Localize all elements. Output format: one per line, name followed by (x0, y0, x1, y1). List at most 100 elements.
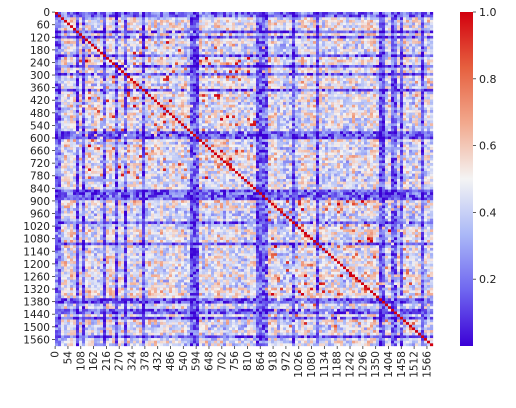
heatmap-cell (379, 65, 383, 68)
heatmap-cell (121, 107, 125, 111)
heatmap-cell (196, 88, 200, 92)
heatmap-cell (205, 38, 209, 42)
heatmap-cell (301, 72, 305, 76)
heatmap-cell (70, 110, 74, 113)
heatmap-cell (325, 30, 329, 34)
heatmap-cell (349, 96, 353, 100)
heatmap-cell (379, 51, 383, 55)
heatmap-cell (148, 17, 152, 21)
heatmap-cell (178, 59, 182, 63)
heatmap-cell (247, 91, 251, 95)
heatmap-cell (130, 102, 134, 105)
heatmap-cell (106, 102, 110, 105)
heatmap-cell (118, 33, 122, 37)
heatmap-cell (148, 27, 152, 31)
heatmap-cell (184, 86, 188, 90)
heatmap-cell (64, 65, 68, 68)
heatmap-cell (190, 33, 194, 37)
heatmap-cell (112, 59, 116, 63)
heatmap-cell (181, 14, 185, 18)
heatmap-cell (118, 115, 122, 119)
heatmap-cell (268, 62, 272, 66)
heatmap-cell (202, 12, 206, 15)
heatmap-cell (73, 14, 77, 18)
heatmap-cell (163, 102, 167, 105)
heatmap-cell (61, 72, 65, 76)
heatmap-cell (211, 96, 215, 100)
heatmap-cell (97, 75, 101, 79)
heatmap-cell (424, 33, 428, 37)
heatmap-cell (73, 96, 77, 100)
heatmap-cell (247, 19, 251, 23)
heatmap-cell (238, 14, 242, 18)
heatmap-cell (64, 112, 68, 116)
heatmap-cell (118, 70, 122, 74)
heatmap-cell (166, 102, 170, 105)
heatmap-cell (376, 27, 380, 31)
heatmap-cell (241, 17, 245, 21)
heatmap-cell (190, 19, 194, 23)
heatmap-cell (247, 33, 251, 37)
heatmap-cell (298, 70, 302, 74)
heatmap-cell (280, 112, 284, 116)
heatmap-cell (94, 102, 98, 105)
heatmap-cell (247, 49, 251, 52)
heatmap-cell (139, 59, 143, 63)
heatmap-cell (379, 96, 383, 100)
heatmap-cell (376, 22, 380, 26)
heatmap-cell (76, 51, 80, 55)
heatmap-cell (430, 41, 434, 44)
heatmap-cell (232, 86, 236, 90)
heatmap-cell (295, 112, 299, 116)
heatmap-cell (238, 96, 242, 100)
heatmap-cell (82, 115, 86, 119)
heatmap-cell (151, 22, 155, 26)
heatmap-cell (406, 41, 410, 44)
heatmap-cell (280, 67, 284, 71)
heatmap-cell (190, 80, 194, 84)
heatmap-cells (55, 12, 434, 347)
heatmap-cell (181, 19, 185, 23)
heatmap-cell (376, 54, 380, 58)
heatmap-cell (121, 83, 125, 87)
heatmap-cell (112, 49, 116, 52)
heatmap-cell (409, 33, 413, 37)
heatmap-cell (112, 41, 116, 44)
heatmap-cell (79, 72, 83, 76)
heatmap-cell (193, 112, 197, 116)
heatmap-cell (373, 17, 377, 21)
heatmap-cell (55, 83, 59, 87)
heatmap-cell (82, 22, 86, 26)
heatmap-cell (196, 14, 200, 18)
heatmap-cell (76, 102, 80, 105)
heatmap-cell (373, 88, 377, 92)
heatmap-cell (430, 19, 434, 23)
heatmap-cell (244, 65, 248, 68)
heatmap-cell (304, 35, 308, 39)
heatmap-cell (367, 72, 371, 76)
heatmap-cell (406, 17, 410, 21)
heatmap-cell (238, 41, 242, 44)
heatmap-cell (298, 12, 302, 15)
heatmap-cell (415, 86, 419, 90)
heatmap-cell (181, 88, 185, 92)
heatmap-cell (169, 27, 173, 31)
heatmap-cell (427, 62, 431, 66)
heatmap-cell (181, 99, 185, 103)
heatmap-cell (352, 14, 356, 18)
heatmap-cell (136, 27, 140, 31)
heatmap-cell (301, 54, 305, 58)
heatmap-cell (166, 49, 170, 52)
heatmap-cell (91, 94, 95, 97)
heatmap-cell (244, 72, 248, 76)
heatmap-cell (430, 88, 434, 92)
heatmap-cell (181, 27, 185, 31)
heatmap-cell (337, 65, 341, 68)
heatmap-cell (319, 65, 323, 68)
heatmap-cell (307, 51, 311, 55)
heatmap-cell (133, 41, 137, 44)
heatmap-cell (292, 22, 296, 26)
heatmap-cell (220, 33, 224, 37)
heatmap-cell (259, 78, 263, 82)
heatmap-cell (397, 27, 401, 31)
